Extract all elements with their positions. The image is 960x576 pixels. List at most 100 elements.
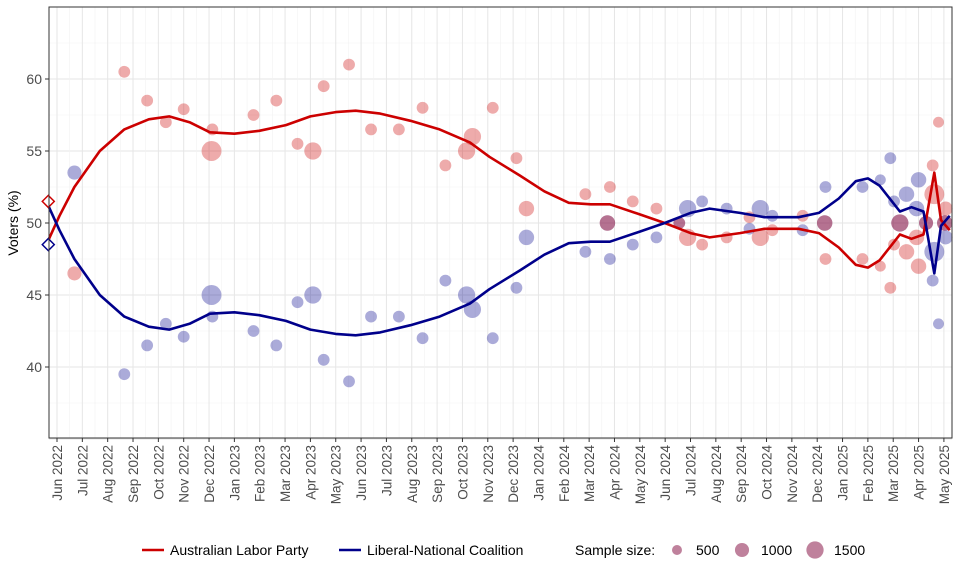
poll-point-alp [317, 80, 330, 93]
x-tick-label: Oct 2024 [760, 445, 775, 500]
legend-alp-label: Australian Labor Party [170, 542, 309, 558]
poll-point-lnp [141, 339, 154, 352]
poll-point-lnp [766, 209, 779, 222]
y-axis: 40 45 50 55 60 [26, 71, 49, 375]
y-tick-label: 50 [26, 215, 42, 231]
poll-point-lnp [343, 375, 355, 388]
poll-point-alp [365, 123, 377, 136]
x-tick-label: Aug 2022 [101, 445, 116, 503]
poll-point-lnp [247, 325, 260, 337]
poll-point-alp [816, 215, 833, 231]
poll-point-lnp [579, 245, 592, 258]
y-tick-label: 40 [26, 359, 42, 375]
legend-lnp-label: Liberal-National Coalition [367, 542, 523, 558]
poll-point-alp [457, 142, 476, 160]
poll-point-alp [599, 215, 616, 231]
poll-point-lnp [884, 152, 897, 165]
x-tick-label: Oct 2023 [455, 445, 470, 500]
poll-point-lnp [874, 174, 886, 186]
poll-point-alp [518, 200, 535, 217]
x-tick-label: Feb 2024 [557, 445, 572, 503]
x-tick-label: Dec 2024 [810, 445, 825, 503]
x-axis: Jun 2022 Jul 2022 Aug 2022 Sep 2022 Oct 2022… [50, 438, 952, 504]
poll-point-lnp [201, 285, 222, 305]
poll-point-lnp [898, 186, 915, 202]
poll-point-alp [751, 228, 769, 247]
poll-point-lnp [486, 332, 499, 345]
poll-point-alp [416, 101, 429, 114]
poll-point-alp [201, 141, 222, 161]
poll-point-alp [291, 137, 304, 150]
poll-point-lnp [910, 172, 927, 188]
poll-point-lnp [118, 368, 131, 381]
poll-point-alp [933, 116, 944, 128]
poll-point-lnp [938, 230, 953, 245]
poll-point-lnp [291, 296, 304, 309]
poll-point-alp [304, 142, 322, 160]
poll-point-lnp [416, 332, 429, 345]
poll-point-alp [343, 58, 355, 71]
x-tick-label: Jan 2024 [531, 445, 546, 501]
legend-size-1500-circle [806, 541, 824, 559]
poll-point-alp [910, 258, 927, 274]
poll-point-lnp [392, 310, 405, 323]
legend-size-500-label: 500 [696, 542, 720, 558]
legend: Australian Labor Party Liberal-National … [142, 541, 865, 559]
poll-point-alp [67, 266, 82, 281]
poll-point-alp [579, 188, 592, 201]
x-tick-label: Oct 2022 [151, 445, 166, 500]
poll-point-alp [626, 195, 639, 208]
poll-point-alp [141, 94, 154, 107]
y-tick-label: 45 [26, 287, 42, 303]
x-tick-label: Mar 2023 [278, 445, 293, 502]
legend-size-title: Sample size: [575, 542, 655, 558]
x-tick-label: Nov 2023 [481, 445, 496, 503]
x-tick-label: Jun 2022 [50, 445, 65, 501]
trend-line-alp [47, 109, 951, 269]
poll-point-lnp [604, 253, 616, 265]
legend-size-1000-label: 1000 [761, 542, 792, 558]
poll-point-lnp [891, 214, 909, 232]
poll-point-lnp [751, 199, 769, 218]
poll-point-lnp [317, 353, 330, 366]
poll-point-lnp [819, 181, 832, 193]
x-tick-label: Feb 2025 [861, 445, 876, 502]
poll-point-lnp [816, 215, 833, 231]
poll-point-lnp [626, 238, 639, 251]
poll-point-lnp [439, 274, 452, 287]
x-tick-label: Mar 2025 [886, 445, 901, 502]
x-tick-label: Jul 2023 [379, 445, 394, 496]
x-tick-label: Sep 2024 [734, 445, 749, 503]
x-tick-label: Apr 2024 [607, 445, 622, 500]
election-result-marker-alp [41, 194, 56, 209]
x-tick-label: Sep 2022 [126, 445, 141, 503]
legend-size-1000-circle [734, 542, 750, 558]
x-tick-label: Jun 2023 [354, 445, 369, 501]
x-tick-label: Aug 2023 [405, 445, 420, 503]
x-tick-label: Dec 2022 [202, 445, 217, 503]
x-tick-label: May 2023 [329, 445, 344, 504]
x-tick-label: May 2025 [937, 445, 952, 504]
poll-point-alp [604, 181, 616, 193]
poll-point-alp [270, 94, 283, 107]
poll-point-alp [247, 109, 260, 121]
trend-lines [47, 109, 951, 337]
poll-point-alp [884, 281, 897, 294]
poll-point-alp [926, 159, 939, 172]
poll-point-lnp [159, 317, 172, 330]
poll-point-lnp [856, 181, 869, 193]
legend-size-1500-label: 1500 [834, 542, 865, 558]
x-tick-label: Apr 2025 [912, 445, 927, 500]
poll-point-alp [856, 253, 869, 265]
poll-point-alp [439, 159, 452, 172]
x-tick-label: Mar 2024 [582, 445, 597, 503]
poll-point-lnp [510, 281, 523, 294]
poll-point-alp [924, 184, 945, 205]
poll-point-lnp [270, 339, 283, 352]
poll-point-lnp [926, 274, 939, 287]
poll-point-lnp [696, 195, 709, 208]
x-tick-label: Jan 2025 [836, 445, 851, 501]
poll-point-alp [650, 202, 663, 215]
poll-point-alp [819, 253, 832, 265]
grid [49, 6, 952, 440]
